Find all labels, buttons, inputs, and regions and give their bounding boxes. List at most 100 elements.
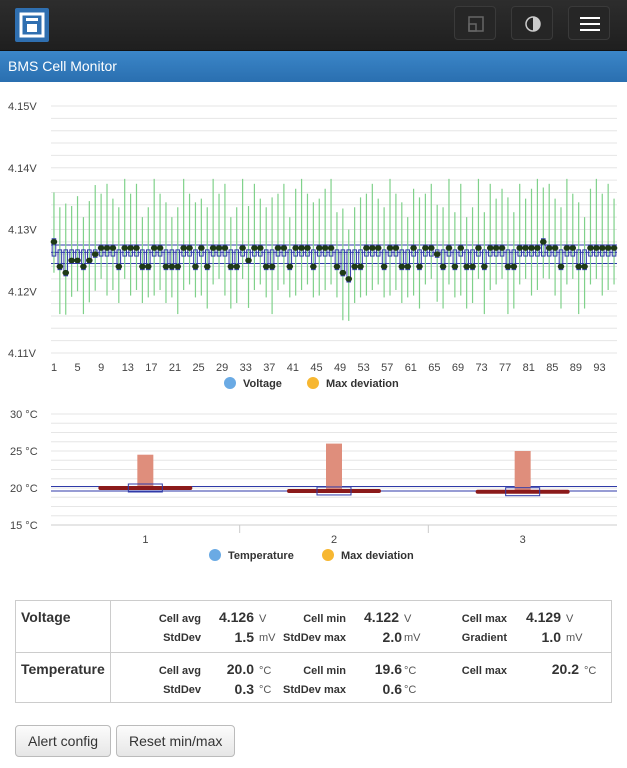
cell-average-point	[298, 245, 305, 251]
cell-box	[134, 244, 139, 257]
cell-box	[594, 244, 599, 257]
menu-button[interactable]	[568, 6, 610, 40]
cell-box	[505, 249, 511, 271]
cell-average-point	[486, 245, 494, 251]
cell-box	[98, 244, 104, 257]
theme-toggle-button[interactable]	[511, 6, 553, 40]
temperature-value-bar	[287, 488, 381, 493]
x-tick-label: 89	[570, 362, 582, 374]
cell-box	[116, 249, 122, 271]
cell-box	[576, 249, 581, 271]
cell-average-point	[427, 245, 435, 251]
temperature-stats-title: Temperature	[21, 661, 105, 677]
cell-average-point	[587, 245, 594, 251]
cell-average-point	[174, 263, 182, 270]
cell-box	[405, 249, 410, 271]
cell-average-point	[534, 245, 541, 251]
window-toggle-button[interactable]	[454, 6, 496, 40]
cell-average-point	[451, 263, 459, 270]
cell-box	[499, 244, 505, 257]
cell-box	[464, 249, 469, 271]
cell-average-point	[469, 263, 476, 270]
cell-box	[529, 244, 534, 257]
cell-average-point	[569, 245, 577, 251]
cell-average-point	[109, 245, 117, 251]
cell-average-point	[545, 245, 553, 251]
x-tick-label: 1	[142, 534, 148, 546]
cell-box	[493, 244, 499, 257]
cell-average-point	[68, 257, 75, 264]
temperature-cell-min-value: 19.6	[374, 661, 402, 677]
cell-box	[81, 249, 86, 271]
cell-average-point	[604, 245, 612, 251]
cell-average-point	[239, 245, 246, 251]
cell-average-point	[345, 276, 353, 282]
cell-box	[269, 249, 275, 271]
cell-box	[517, 244, 523, 257]
cell-average-point	[50, 239, 58, 245]
legend-voltage-label[interactable]: Voltage	[243, 378, 282, 390]
temperature-value-bar	[98, 486, 193, 490]
cell-average-point	[598, 245, 606, 251]
cell-average-point	[257, 245, 264, 251]
temperature-cell-max-label: Cell max	[461, 665, 507, 677]
cell-box	[175, 249, 181, 271]
legend-max-deviation-label[interactable]: Max deviation	[326, 378, 399, 390]
cell-average-point	[233, 263, 241, 270]
cell-box	[346, 249, 352, 283]
temperature-box	[316, 486, 352, 496]
cell-average-point	[274, 245, 282, 251]
voltage-stddev-max-label: StdDev max	[283, 632, 346, 644]
cell-average-point	[221, 245, 229, 251]
cell-box	[399, 249, 405, 271]
y-tick-label: 4.13V	[8, 225, 37, 237]
cell-box	[428, 244, 434, 257]
cell-box	[228, 249, 234, 271]
cell-box	[599, 244, 605, 257]
cell-box	[187, 244, 192, 257]
temperature-box	[127, 483, 163, 493]
cell-average-point	[91, 251, 99, 257]
cell-average-point	[310, 263, 317, 270]
cell-box	[181, 244, 186, 257]
alert-config-button[interactable]: Alert config	[15, 725, 112, 757]
cell-box	[252, 244, 257, 257]
cell-box	[275, 244, 281, 257]
x-tick-label: 73	[475, 362, 487, 374]
x-tick-label: 37	[263, 362, 275, 374]
temperature-cell-avg-unit: °C	[259, 665, 272, 677]
x-tick-label: 77	[499, 362, 511, 374]
cell-average-point	[498, 245, 506, 251]
legend-temperature-label[interactable]: Temperature	[228, 550, 294, 562]
temperature-stddev-value: 0.3	[234, 681, 254, 697]
x-tick-label: 45	[310, 362, 322, 374]
reset-minmax-button[interactable]: Reset min/max	[116, 725, 236, 757]
x-tick-label: 53	[358, 362, 370, 374]
cell-box	[63, 249, 69, 277]
cell-average-point	[481, 263, 488, 270]
y-tick-label: 25 °C	[10, 446, 38, 458]
voltage-cell-avg-value: 4.126	[218, 609, 254, 625]
voltage-cell-min-unit: V	[404, 613, 412, 625]
cell-average-point	[404, 263, 411, 270]
voltage-cell-max-value: 4.129	[525, 609, 561, 625]
cell-average-point	[551, 245, 559, 251]
cell-average-point	[593, 245, 600, 251]
page-title: BMS Cell Monitor	[0, 51, 627, 82]
cell-box	[370, 244, 375, 257]
cell-average-point	[62, 269, 70, 276]
y-tick-label: 4.11V	[8, 348, 37, 360]
cell-box	[110, 244, 116, 257]
cell-box	[122, 244, 127, 257]
cell-average-point	[416, 263, 423, 270]
app-logo-icon[interactable]	[15, 8, 49, 42]
cell-average-point	[351, 263, 358, 270]
cell-average-point	[575, 263, 582, 270]
legend-max-deviation-label[interactable]: Max deviation	[341, 550, 414, 562]
x-tick-label: 41	[287, 362, 299, 374]
y-tick-label: 30 °C	[10, 409, 38, 421]
x-tick-label: 3	[520, 534, 526, 546]
cell-average-point	[528, 245, 535, 251]
cell-box	[163, 249, 169, 271]
cell-box	[423, 244, 428, 257]
